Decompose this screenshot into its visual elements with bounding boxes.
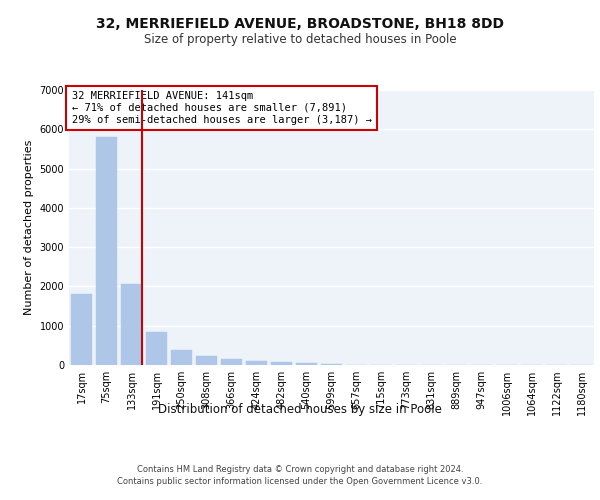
Text: 32 MERRIEFIELD AVENUE: 141sqm
← 71% of detached houses are smaller (7,891)
29% o: 32 MERRIEFIELD AVENUE: 141sqm ← 71% of d… [71, 92, 371, 124]
Text: Size of property relative to detached houses in Poole: Size of property relative to detached ho… [143, 32, 457, 46]
Text: Contains public sector information licensed under the Open Government Licence v3: Contains public sector information licen… [118, 478, 482, 486]
Text: 32, MERRIEFIELD AVENUE, BROADSTONE, BH18 8DD: 32, MERRIEFIELD AVENUE, BROADSTONE, BH18… [96, 18, 504, 32]
Bar [246, 362, 267, 365]
Bar [296, 364, 317, 365]
Bar [71, 294, 92, 365]
Text: Contains HM Land Registry data © Crown copyright and database right 2024.: Contains HM Land Registry data © Crown c… [137, 465, 463, 474]
Bar [271, 362, 292, 365]
Text: Distribution of detached houses by size in Poole: Distribution of detached houses by size … [158, 402, 442, 415]
Bar [121, 284, 142, 365]
Bar [196, 356, 217, 365]
Y-axis label: Number of detached properties: Number of detached properties [24, 140, 34, 315]
Bar [321, 364, 342, 365]
Bar [146, 332, 167, 365]
Bar [221, 360, 242, 365]
Bar [171, 350, 192, 365]
Bar [96, 137, 117, 365]
